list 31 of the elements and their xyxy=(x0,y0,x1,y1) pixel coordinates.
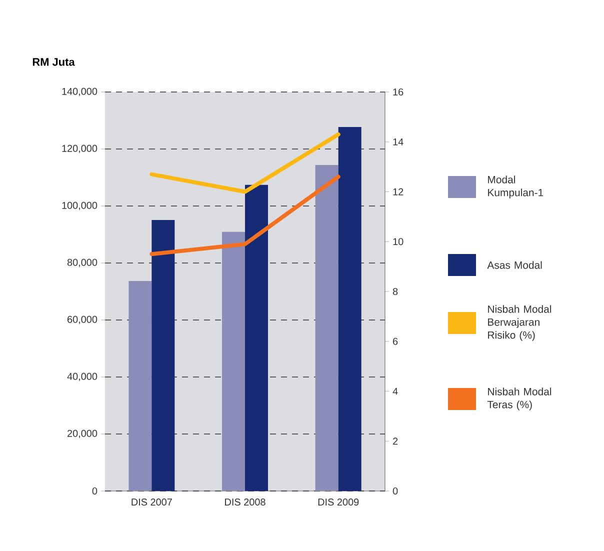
legend-label: Nisbah Modal Berwajaran Risiko (%) xyxy=(488,305,552,341)
y2-tick-label: 6 xyxy=(393,338,398,345)
y-tick-label: 140,000 xyxy=(62,88,98,96)
y2-tick-label: 4 xyxy=(392,388,398,395)
legend-label: Nisbah Modal Teras (%) xyxy=(487,388,552,410)
y2-tick-label: 2 xyxy=(393,438,398,445)
bar xyxy=(152,220,175,491)
bar xyxy=(315,164,338,491)
y2-tick-label: 16 xyxy=(393,88,404,96)
x-tick-label: DIS 2008 xyxy=(225,498,266,506)
y-tick-label: 100,000 xyxy=(62,202,98,210)
legend-label: Asas Modal xyxy=(487,261,542,269)
y-tick-label: 20,000 xyxy=(68,430,98,438)
legend-label: Modal Kumpulan-1 xyxy=(488,176,544,198)
bar xyxy=(338,127,362,491)
bar xyxy=(128,280,152,491)
bar xyxy=(245,184,268,491)
y-tick-label: 0 xyxy=(92,487,98,495)
y2-tick-label: 0 xyxy=(392,487,398,495)
y-tick-label: 40,000 xyxy=(67,372,98,382)
y-tick-label: 120,000 xyxy=(62,144,98,154)
y2-tick-label: 10 xyxy=(393,238,404,246)
y2-tick-label: 12 xyxy=(393,188,404,196)
y2-tick-label: 8 xyxy=(392,288,398,296)
y-axis-title: RM Juta xyxy=(32,58,75,66)
y-tick-label: 60,000 xyxy=(68,316,98,324)
y2-tick-label: 14 xyxy=(393,138,404,146)
y-tick-label: 80,000 xyxy=(67,258,98,268)
x-tick-label: DIS 2007 xyxy=(132,498,172,506)
bar xyxy=(222,232,246,491)
x-tick-label: DIS 2009 xyxy=(318,498,359,506)
